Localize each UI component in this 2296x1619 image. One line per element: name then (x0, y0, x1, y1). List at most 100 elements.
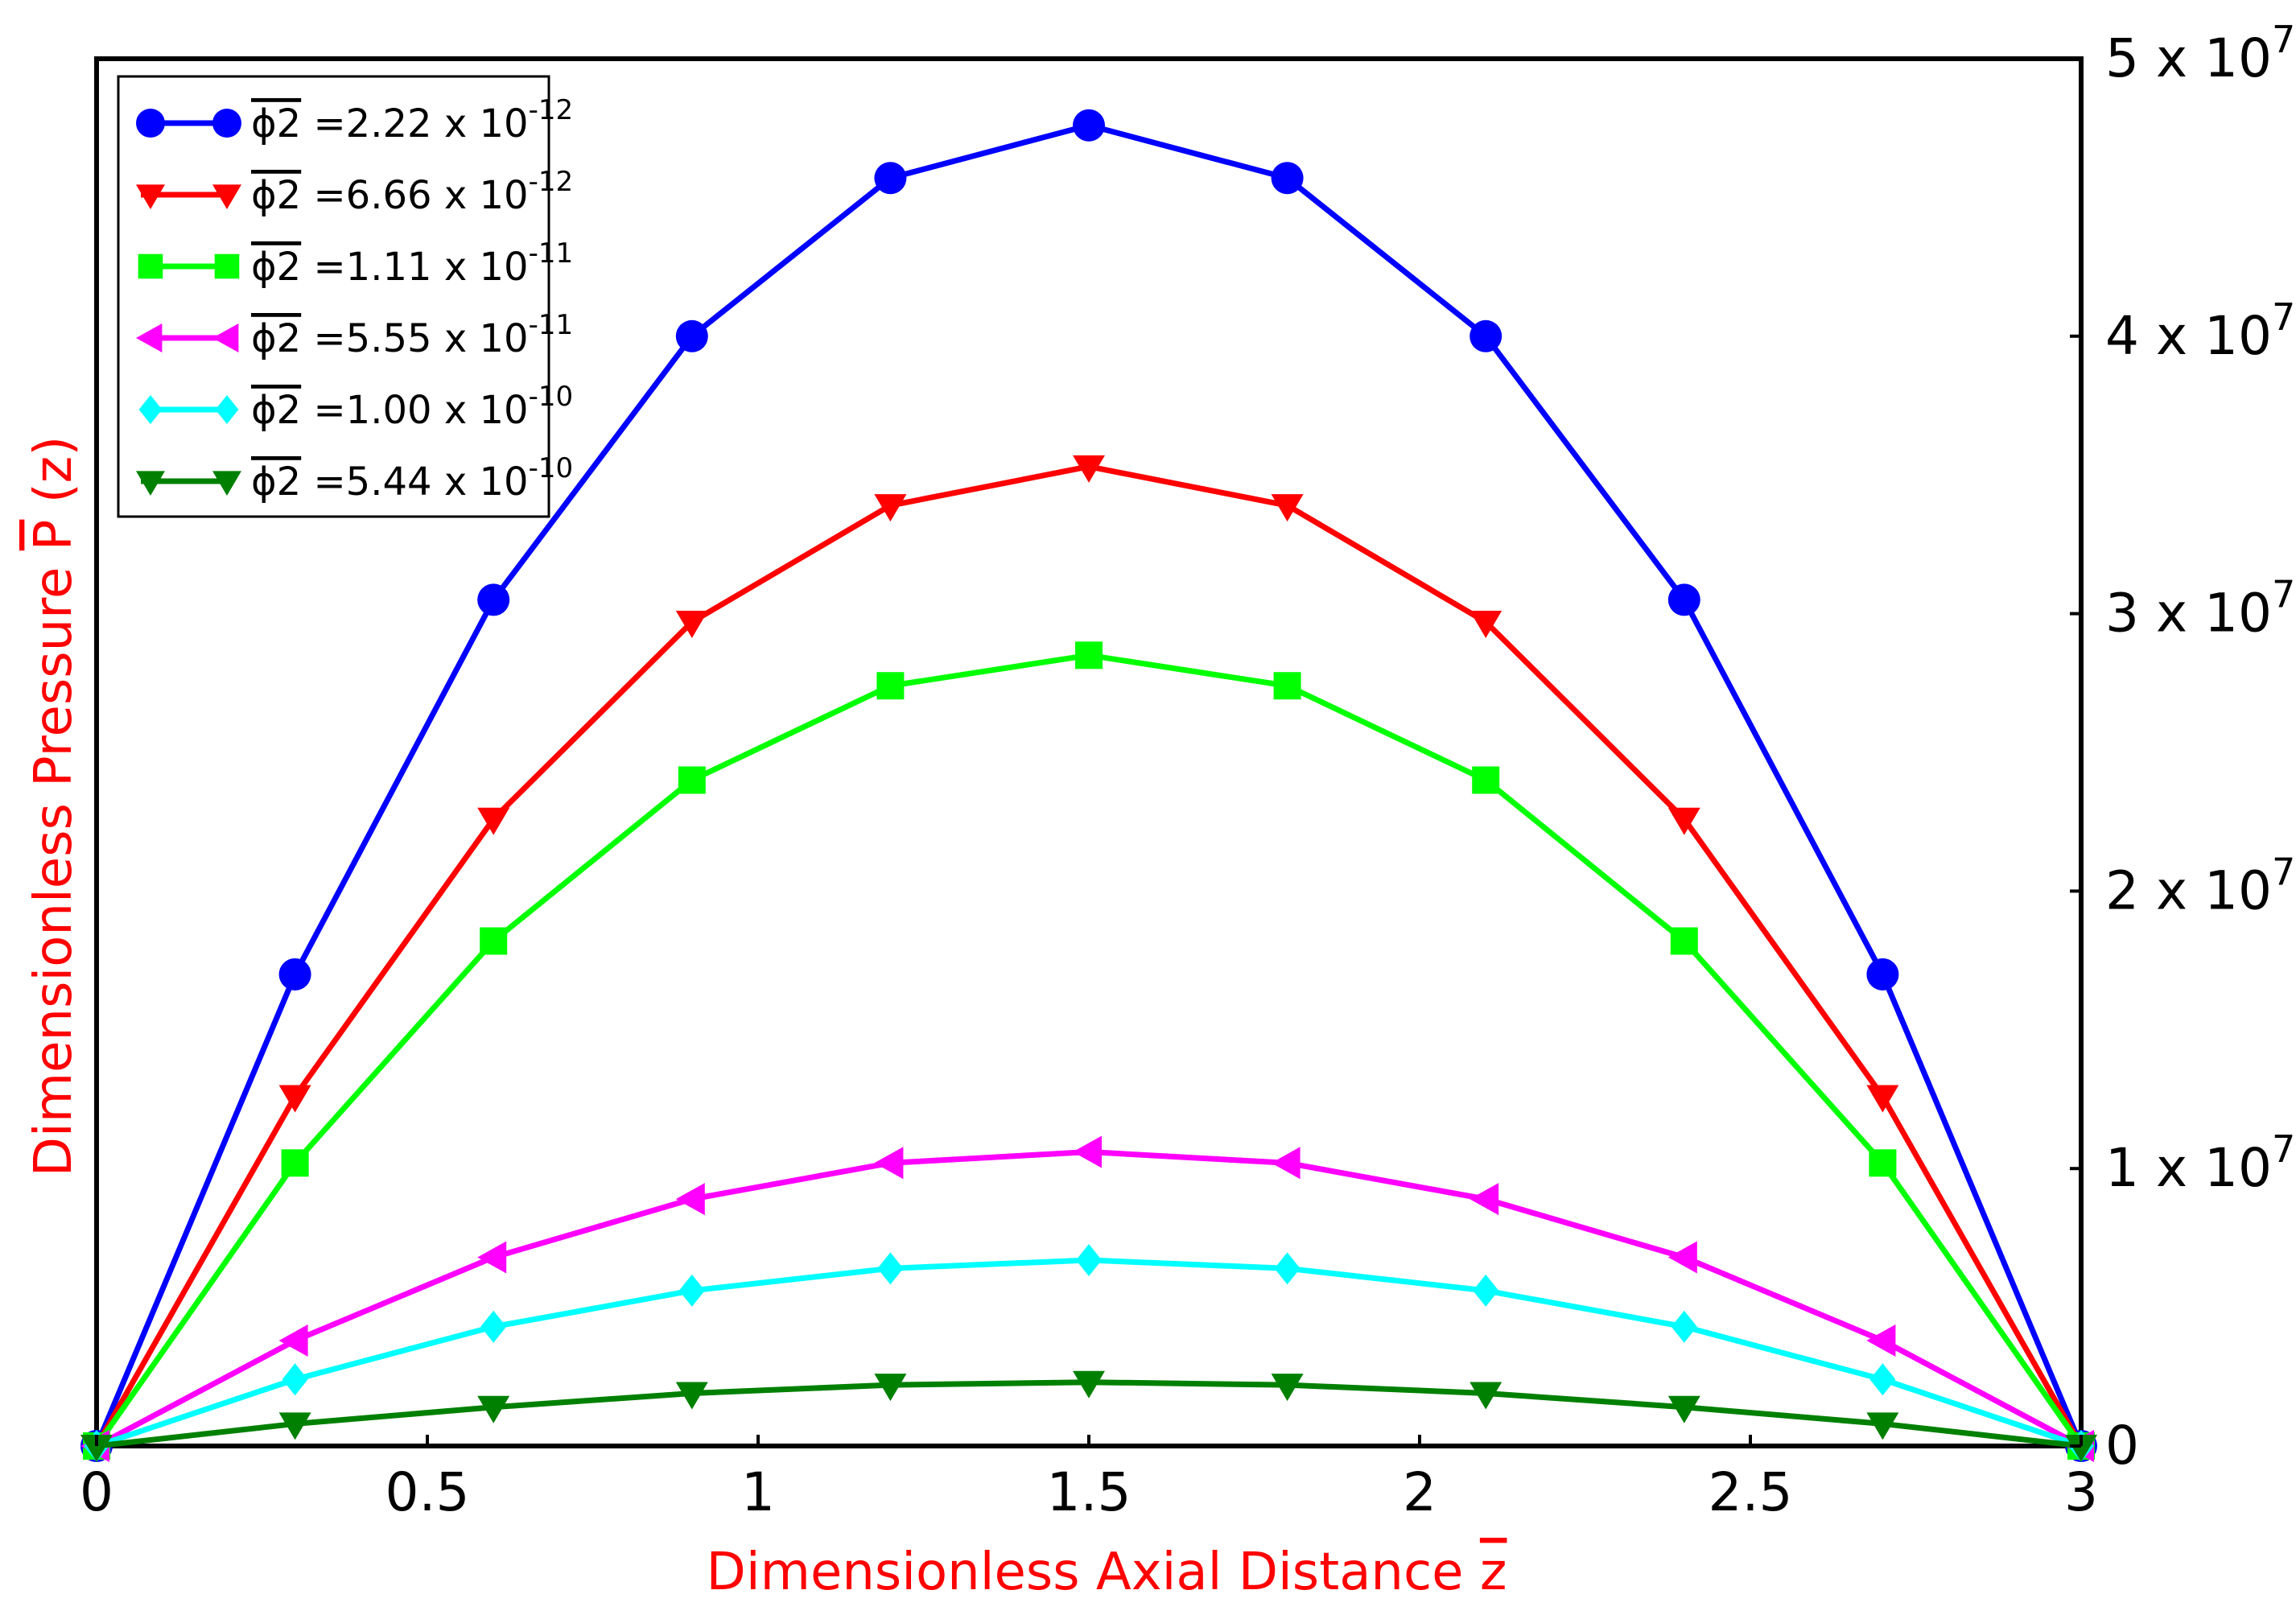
data-point (1075, 641, 1103, 669)
data-point (1866, 1324, 1896, 1357)
data-point (1076, 1243, 1102, 1276)
data-point (1271, 162, 1304, 195)
data-point (877, 1252, 904, 1285)
legend-item: ϕ2 =1.11 x 10-11 (138, 237, 573, 290)
data-point (1073, 109, 1105, 142)
data-point (874, 1374, 907, 1402)
x-tick-label: 1.5 (1047, 1461, 1132, 1523)
legend-marker (215, 395, 239, 424)
legend-label: ϕ2 =5.55 x 10-11 (251, 309, 573, 361)
data-point (675, 1183, 705, 1216)
data-point (1866, 958, 1899, 991)
data-point (278, 958, 311, 991)
legend: ϕ2 =2.22 x 10-12 ϕ2 =6.66 x 10-12 ϕ2 =1.11… (117, 75, 573, 518)
data-point (1473, 1274, 1499, 1307)
legend-marker (212, 323, 239, 352)
data-point (278, 1412, 311, 1440)
data-point (480, 1310, 507, 1343)
data-point (1866, 1085, 1899, 1113)
data-point (678, 1274, 705, 1307)
y-axis: 0 1 x 107 2 x 107 3 x 107 4 x 107 5 x 107 (2070, 18, 2295, 1477)
data-point (1470, 610, 1502, 638)
y-axis-symbol: P (24, 520, 84, 551)
series-line (94, 652, 2084, 1448)
y-axis-title-text: Dimensionless Pressure (24, 567, 84, 1177)
data-point (480, 927, 508, 955)
series-2 (80, 455, 2097, 1462)
legend-marker (212, 109, 241, 138)
data-point (874, 162, 907, 195)
data-point (477, 1241, 507, 1274)
series-4 (80, 1135, 2094, 1462)
x-axis: 0 0.5 1 1.5 2 2.5 3 (80, 1435, 2098, 1523)
data-point (675, 319, 708, 352)
y-axis-title: Dimensionless Pressure P (z) (24, 436, 84, 1176)
legend-label: ϕ2 =1.00 x 10-10 (251, 381, 573, 433)
data-point (278, 1324, 308, 1357)
x-tick-label: 2 (1403, 1461, 1437, 1523)
x-axis-title: Dimensionless Axial Distance z (707, 1543, 1507, 1602)
data-point (675, 1382, 708, 1410)
data-point (1271, 1374, 1304, 1402)
legend-item: ϕ2 =1.00 x 10-10 (138, 381, 573, 433)
x-tick-label: 1 (741, 1461, 775, 1523)
legend-label: ϕ2 =5.44 x 10-10 (251, 452, 573, 505)
data-point (2065, 1435, 2097, 1462)
series-6 (80, 1370, 2097, 1462)
x-tick-label: 3 (2064, 1461, 2098, 1523)
y-tick-label: 3 x 107 (2105, 573, 2295, 645)
data-point (1273, 672, 1301, 700)
y-tick-label: 2 x 107 (2105, 850, 2295, 921)
data-point (1073, 455, 1105, 483)
legend-items: ϕ2 =2.22 x 10-12 ϕ2 =6.66 x 10-12 ϕ2 =1.11… (136, 94, 573, 505)
data-point (1470, 1382, 1502, 1410)
data-point (1667, 1241, 1697, 1274)
legend-marker (212, 184, 241, 209)
data-point (678, 766, 706, 794)
y-tick-label: 1 x 107 (2105, 1127, 2295, 1199)
x-tick-label: 2.5 (1709, 1461, 1793, 1523)
data-point (1274, 1252, 1301, 1285)
data-point (1470, 1183, 1499, 1216)
data-point (282, 1363, 308, 1396)
x-axis-symbol: z (1480, 1543, 1507, 1602)
legend-item: ϕ2 =6.66 x 10-12 (136, 166, 573, 218)
data-point (675, 610, 708, 638)
data-point (1470, 319, 1502, 352)
data-point (876, 672, 905, 700)
data-point (1869, 1149, 1897, 1177)
y-axis-arg: (z) (24, 436, 84, 504)
series-line (95, 1149, 2083, 1449)
legend-item: ϕ2 =5.44 x 10-10 (136, 452, 573, 505)
data-point (80, 1435, 113, 1462)
data-point (1667, 1395, 1700, 1423)
data-point (1472, 766, 1500, 794)
data-point (874, 494, 907, 522)
series-layer (80, 109, 2097, 1462)
data-point (477, 807, 510, 835)
data-point (1271, 1147, 1301, 1180)
x-axis-title-text: Dimensionless Axial Distance (707, 1543, 1464, 1602)
legend-item: ϕ2 =5.55 x 10-11 (136, 309, 573, 361)
data-point (1671, 1310, 1697, 1343)
data-point (477, 1395, 510, 1423)
data-point (281, 1149, 309, 1177)
y-tick-label: 4 x 107 (2105, 295, 2295, 367)
data-point (1271, 494, 1304, 522)
legend-marker (212, 471, 241, 496)
legend-label: ϕ2 =6.66 x 10-12 (251, 166, 573, 218)
data-point (1073, 1135, 1102, 1168)
data-point (1073, 1370, 1105, 1399)
data-point (874, 1147, 904, 1180)
legend-marker (214, 253, 240, 279)
x-tick-label: 0 (80, 1461, 113, 1523)
series-5 (84, 1243, 2094, 1462)
legend-marker (138, 395, 163, 424)
legend-marker (136, 109, 165, 138)
series-1 (80, 109, 2097, 1462)
data-point (1667, 583, 1700, 616)
legend-marker (136, 184, 165, 209)
legend-marker (136, 471, 165, 496)
legend-label: ϕ2 =1.11 x 10-11 (251, 237, 573, 290)
